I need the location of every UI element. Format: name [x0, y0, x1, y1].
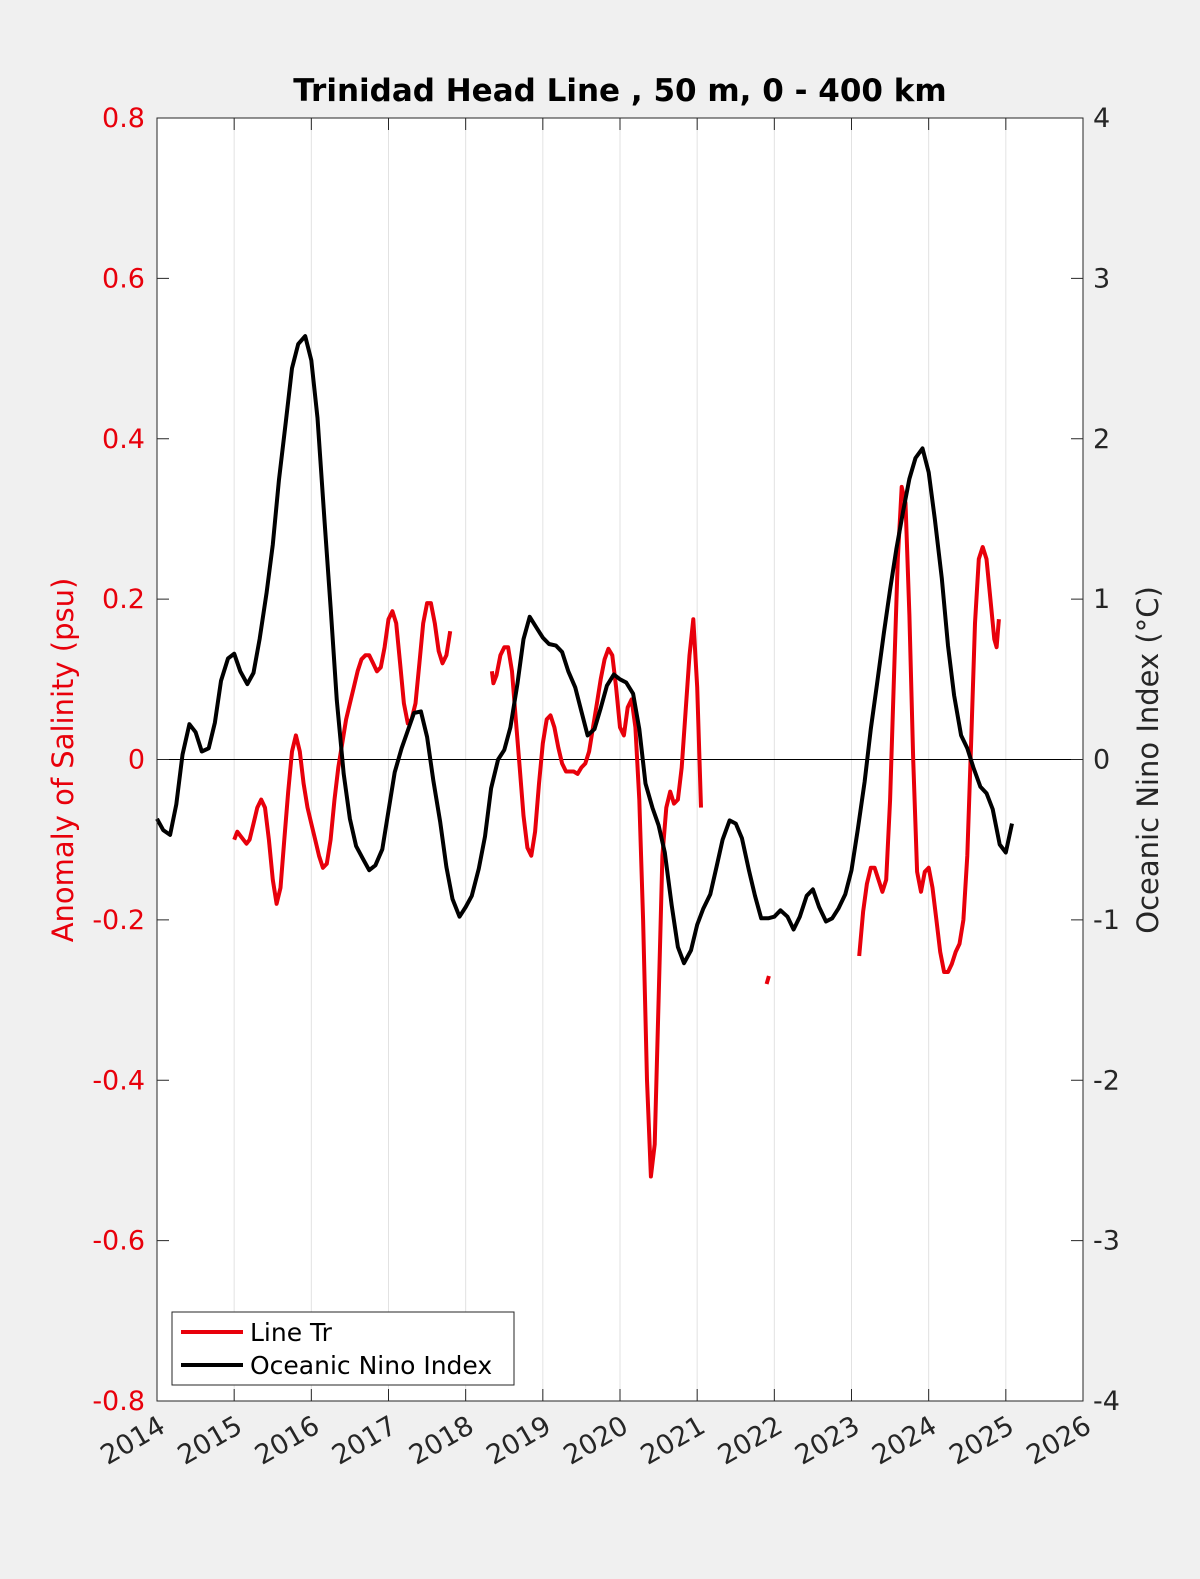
series-oceanic-nino-index	[155, 334, 1014, 966]
chart-title: Trinidad Head Line , 50 m, 0 - 400 km	[293, 73, 946, 109]
series-line-tr	[857, 484, 1001, 974]
y-right-tick-label: -4	[1093, 1386, 1120, 1417]
x-tick-label: 2021	[636, 1410, 711, 1471]
y-left-tick-label: -0.6	[92, 1226, 145, 1257]
x-tick-label: 2019	[481, 1410, 556, 1471]
y-right-tick-label: -1	[1093, 905, 1120, 936]
x-tick-label: 2018	[404, 1410, 479, 1471]
right-axis-label: Oceanic Nino Index (°C)	[1131, 586, 1165, 934]
x-tick-label: 2026	[1021, 1410, 1096, 1471]
series-line-tr	[489, 617, 703, 1179]
y-left-tick-label: 0.2	[102, 584, 145, 615]
x-tick-label: 2015	[173, 1410, 248, 1471]
x-tick-label: 2020	[558, 1410, 633, 1471]
y-left-tick-label: 0	[128, 745, 145, 776]
y-left-tick-label: 0.6	[102, 263, 145, 294]
x-tick-label: 2022	[713, 1410, 788, 1471]
left-axis-label: Anomaly of Salinity (psu)	[46, 578, 80, 943]
x-tick-label: 2025	[944, 1410, 1019, 1471]
y-right-tick-label: -3	[1093, 1226, 1120, 1257]
y-right-tick-label: 4	[1093, 103, 1110, 134]
y-right-tick-label: 3	[1093, 263, 1110, 294]
y-left-tick-label: -0.2	[92, 905, 145, 936]
series-layer	[155, 334, 1014, 1179]
y-left-tick-label: -0.8	[92, 1386, 145, 1417]
x-tick-label: 2014	[95, 1410, 170, 1471]
y-left-tick-label: 0.4	[102, 424, 145, 455]
series-line-tr	[764, 975, 771, 985]
y-right-tick-label: 0	[1093, 745, 1110, 776]
legend: Line Tr Oceanic Nino Index	[171, 1311, 515, 1386]
y-right-tick-label: -2	[1093, 1065, 1120, 1096]
y-right-tick-label: 1	[1093, 584, 1110, 615]
x-tick-label: 2023	[790, 1410, 865, 1471]
legend-label-oni: Oceanic Nino Index	[250, 1351, 492, 1380]
x-tick-label: 2016	[250, 1410, 325, 1471]
x-tick-label: 2024	[867, 1410, 942, 1471]
y-right-tick-label: 2	[1093, 424, 1110, 455]
y-left-tick-label: -0.4	[92, 1065, 145, 1096]
legend-box	[171, 1311, 515, 1386]
y-left-tick-label: 0.8	[102, 103, 145, 134]
legend-label-line-tr: Line Tr	[250, 1318, 333, 1347]
x-tick-label: 2017	[327, 1410, 402, 1471]
